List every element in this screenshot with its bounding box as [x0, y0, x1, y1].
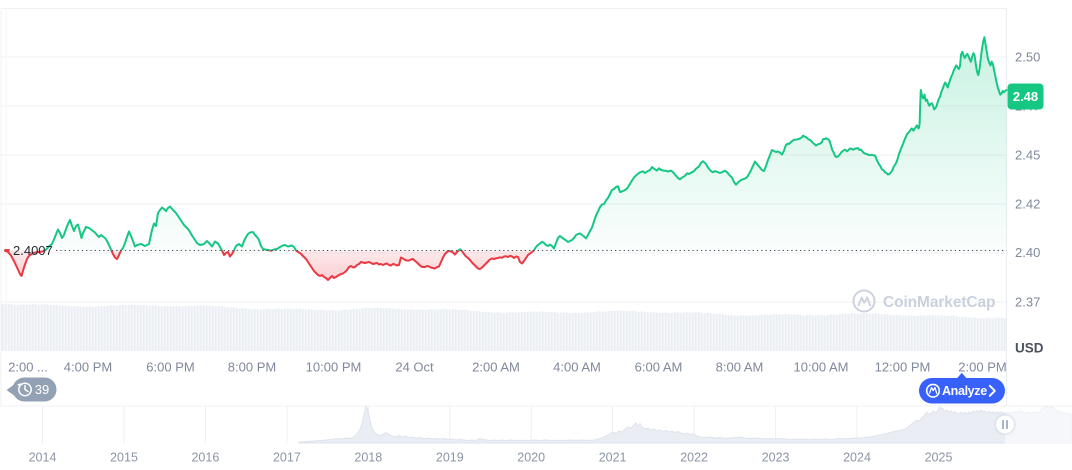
svg-text:2018: 2018	[354, 451, 382, 465]
svg-text:6:00 PM: 6:00 PM	[146, 360, 194, 375]
svg-text:2020: 2020	[517, 451, 545, 465]
svg-text:2:00 PM: 2:00 PM	[958, 360, 1006, 375]
svg-text:2:00 ...: 2:00 ...	[8, 360, 48, 375]
svg-text:39: 39	[35, 382, 49, 397]
svg-text:2021: 2021	[599, 451, 627, 465]
svg-text:8:00 AM: 8:00 AM	[716, 360, 764, 375]
svg-text:4:00 PM: 4:00 PM	[64, 360, 112, 375]
svg-text:2025: 2025	[925, 451, 953, 465]
svg-text:2024: 2024	[843, 451, 871, 465]
svg-text:10:00 PM: 10:00 PM	[306, 360, 362, 375]
svg-text:2015: 2015	[110, 451, 138, 465]
svg-text:6:00 AM: 6:00 AM	[635, 360, 683, 375]
svg-text:24 Oct: 24 Oct	[395, 360, 434, 375]
svg-text:2.50: 2.50	[1015, 50, 1040, 65]
svg-text:2023: 2023	[762, 451, 790, 465]
svg-text:CoinMarketCap: CoinMarketCap	[883, 294, 995, 311]
svg-text:8:00 PM: 8:00 PM	[228, 360, 276, 375]
svg-text:4:00 AM: 4:00 AM	[553, 360, 601, 375]
svg-text:2:00 AM: 2:00 AM	[472, 360, 520, 375]
svg-text:2.40: 2.40	[1015, 245, 1040, 260]
svg-text:12:00 PM: 12:00 PM	[875, 360, 931, 375]
svg-text:2.48: 2.48	[1013, 89, 1038, 104]
svg-text:10:00 AM: 10:00 AM	[794, 360, 849, 375]
svg-text:2.4007: 2.4007	[13, 243, 53, 258]
svg-text:Analyze: Analyze	[942, 384, 987, 398]
svg-text:USD: USD	[1015, 341, 1044, 356]
svg-text:2016: 2016	[191, 451, 219, 465]
svg-text:2022: 2022	[680, 451, 708, 465]
svg-text:2.45: 2.45	[1015, 148, 1040, 163]
svg-text:2019: 2019	[436, 451, 464, 465]
svg-text:2.37: 2.37	[1015, 295, 1040, 310]
svg-text:2014: 2014	[29, 451, 57, 465]
svg-text:2.42: 2.42	[1015, 197, 1040, 212]
svg-text:2017: 2017	[273, 451, 301, 465]
